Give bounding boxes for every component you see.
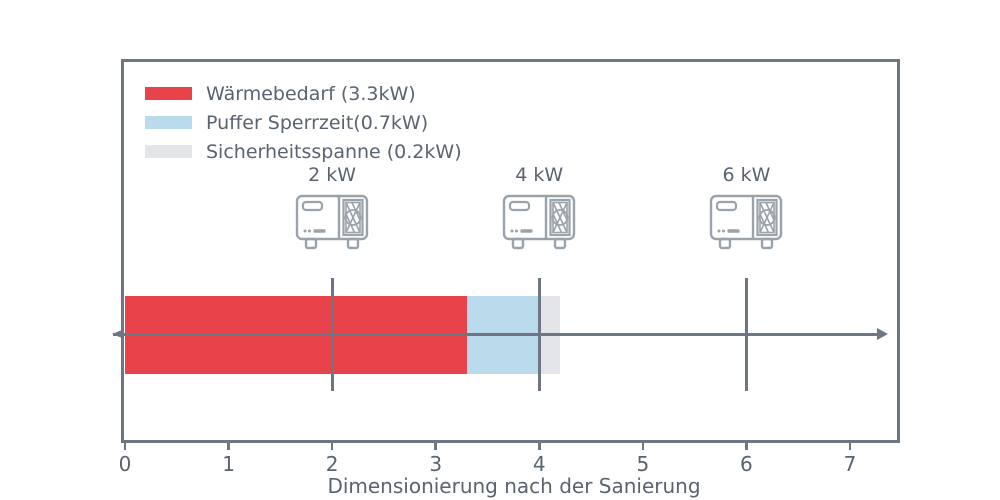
x-tick-label: 3	[429, 452, 443, 476]
x-tick-label: 0	[118, 452, 132, 476]
x-tick	[538, 443, 541, 450]
x-axis-title: Dimensionierung nach der Sanierung	[327, 474, 701, 498]
legend-item: Wärmebedarf (3.3kW)	[145, 79, 462, 108]
x-tick	[641, 443, 645, 450]
heat-pump-icon	[292, 192, 372, 252]
pump-power-label: 4 kW	[515, 164, 564, 186]
axis-arrow-line	[113, 333, 878, 336]
x-tick-label: 5	[636, 452, 650, 476]
x-tick-label: 4	[532, 452, 546, 476]
x-tick	[227, 443, 230, 450]
x-tick-label: 2	[325, 452, 339, 476]
legend-label: Wärmebedarf (3.3kW)	[206, 82, 416, 105]
x-tick	[434, 443, 437, 450]
legend-item: Puffer Sperrzeit(0.7kW)	[145, 108, 462, 137]
x-tick-label: 7	[843, 452, 857, 476]
x-tick-label: 1	[222, 452, 235, 476]
x-tick	[745, 443, 748, 450]
axis-arrow-head	[877, 328, 888, 340]
x-tick-label: 6	[740, 452, 753, 476]
plot-frame	[121, 59, 900, 443]
heat-pump-icon	[706, 192, 786, 252]
pump-power-label: 6 kW	[722, 164, 771, 186]
x-tick	[848, 443, 852, 450]
pump-power-label: 2 kW	[308, 164, 357, 186]
heat-pump-icon	[499, 192, 579, 252]
legend-label: Sicherheitsspanne (0.2kW)	[206, 140, 462, 163]
x-tick	[123, 443, 127, 450]
legend-label: Puffer Sperrzeit(0.7kW)	[206, 111, 429, 134]
legend-item: Sicherheitsspanne (0.2kW)	[145, 137, 462, 166]
x-tick	[330, 443, 334, 450]
legend: Wärmebedarf (3.3kW) Puffer Sperrzeit(0.7…	[145, 79, 462, 166]
legend-swatch-buffer	[145, 116, 192, 129]
legend-swatch-safety	[145, 145, 192, 158]
legend-swatch-heat-demand	[145, 87, 192, 100]
